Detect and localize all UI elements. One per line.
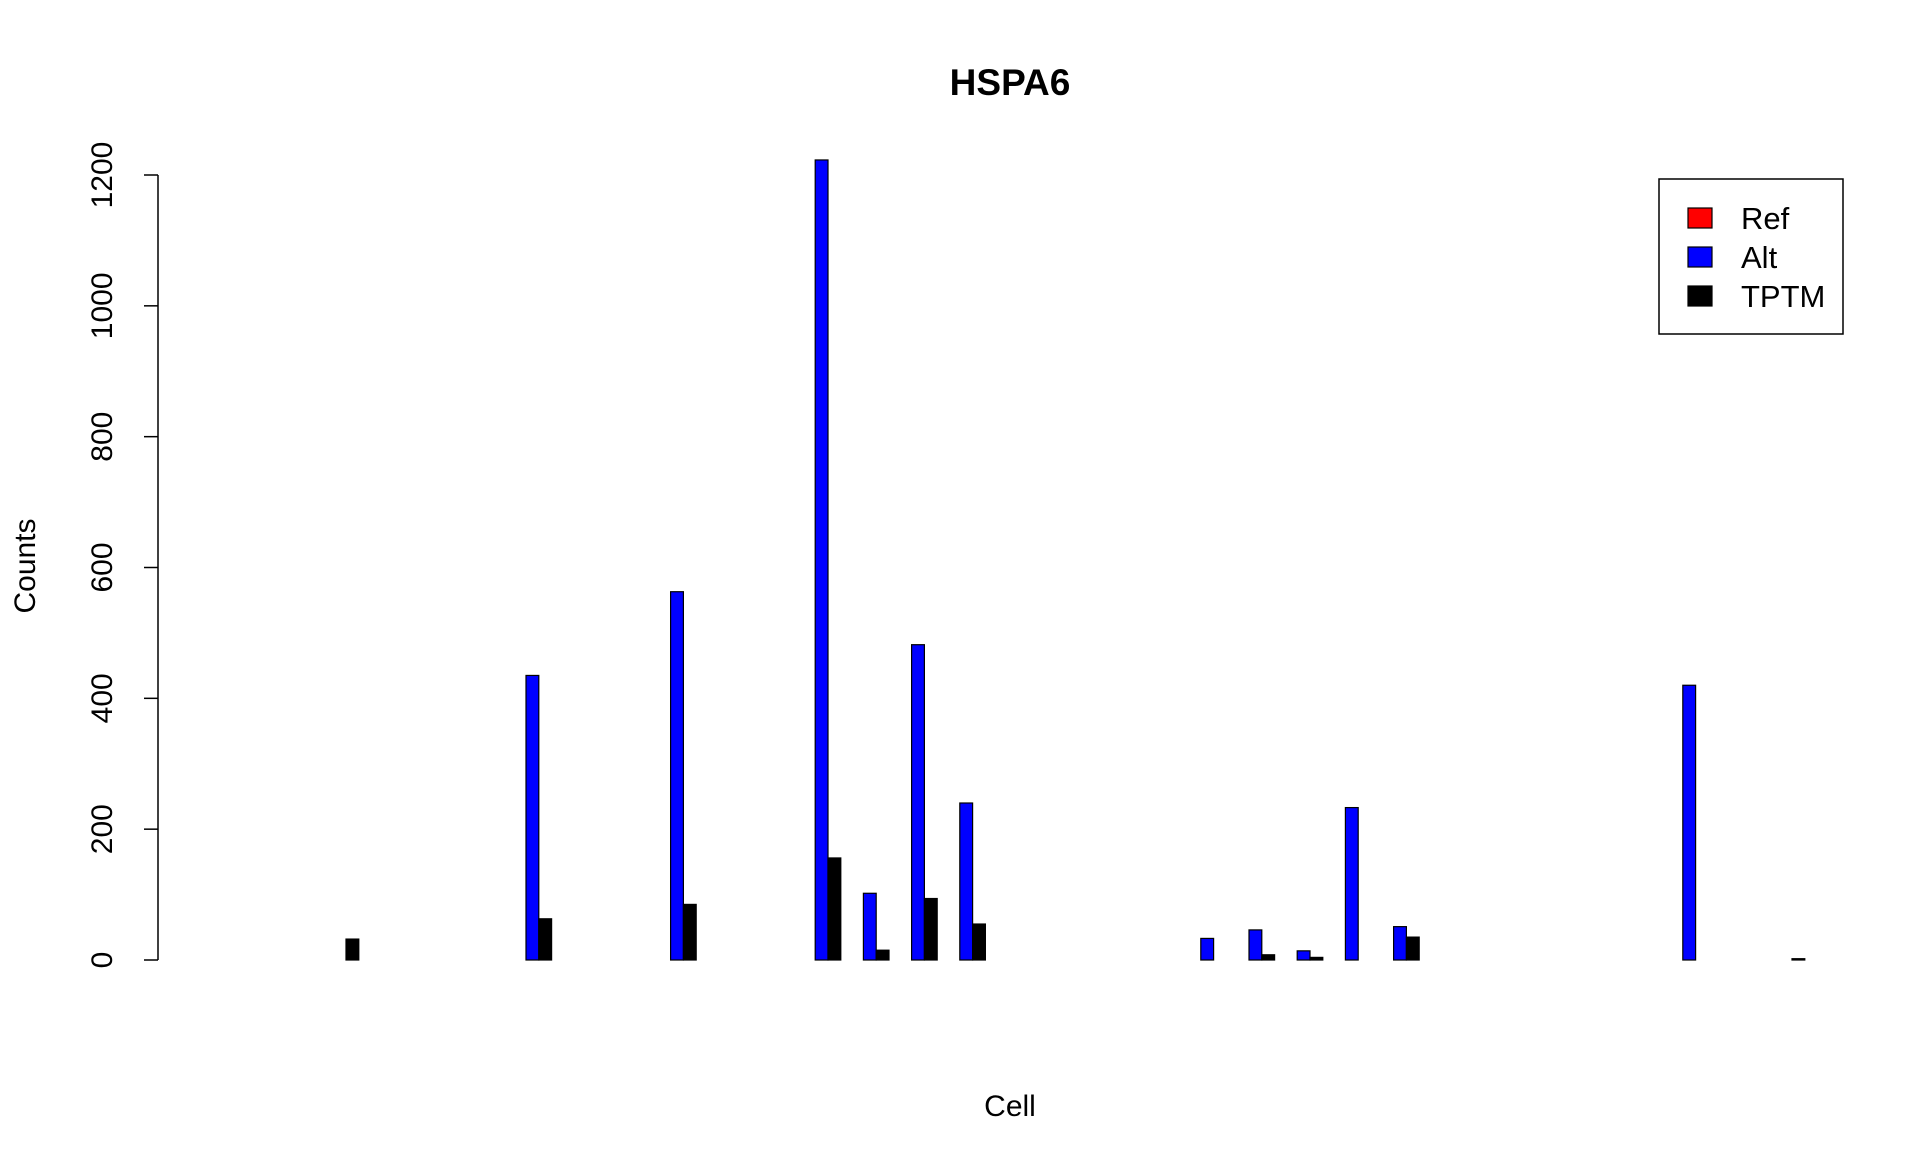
y-tick-label: 1000 xyxy=(86,272,119,339)
y-tick-label: 200 xyxy=(86,804,119,854)
legend-swatch-tptm xyxy=(1687,285,1713,307)
bar-alt-25 xyxy=(1392,926,1407,961)
legend-swatch-ref xyxy=(1687,207,1713,229)
bar-alt-24 xyxy=(1344,806,1359,961)
bar-alt-16 xyxy=(959,802,974,961)
bar-tptm-7 xyxy=(538,918,553,961)
bar-tptm-13 xyxy=(827,857,842,961)
bar-alt-10 xyxy=(669,591,684,961)
bar-tptm-33 xyxy=(1791,958,1806,961)
legend-label-alt: Alt xyxy=(1741,240,1778,275)
bar-alt-22 xyxy=(1248,929,1263,961)
bar-tptm-3 xyxy=(345,938,360,961)
bar-tptm-25 xyxy=(1405,936,1420,961)
y-axis: 0 200 400 600 800 1000 1200 xyxy=(86,142,159,969)
bar-tptm-10 xyxy=(682,903,697,961)
bar-tptm-23 xyxy=(1309,956,1324,961)
legend-label-tptm: TPTM xyxy=(1741,279,1825,314)
bar-tptm-15 xyxy=(923,897,938,961)
y-tick-label: 600 xyxy=(86,542,119,592)
y-tick-label: 0 xyxy=(86,952,119,969)
legend-label-ref: Ref xyxy=(1741,201,1790,236)
bar-alt-21 xyxy=(1200,937,1215,961)
bar-alt-23 xyxy=(1296,950,1311,961)
x-axis-label: Cell xyxy=(984,1090,1036,1123)
bar-alt-15 xyxy=(910,644,925,961)
legend-swatch-alt xyxy=(1687,246,1713,268)
bar-alt-31 xyxy=(1682,684,1697,961)
y-tick-label: 400 xyxy=(86,673,119,723)
bar-alt-7 xyxy=(525,674,540,961)
bar-alt-14 xyxy=(862,892,877,961)
bar-alt-13 xyxy=(814,159,829,961)
y-axis-label: Counts xyxy=(9,518,42,613)
bar-tptm-14 xyxy=(875,949,890,961)
y-tick-label: 800 xyxy=(86,412,119,462)
bar-tptm-16 xyxy=(971,923,986,961)
bars-group xyxy=(345,159,1806,961)
chart-title: HSPA6 xyxy=(950,62,1071,103)
legend: Ref Alt TPTM xyxy=(1658,178,1844,335)
bar-tptm-22 xyxy=(1261,954,1276,961)
y-tick-label: 1200 xyxy=(86,142,119,209)
